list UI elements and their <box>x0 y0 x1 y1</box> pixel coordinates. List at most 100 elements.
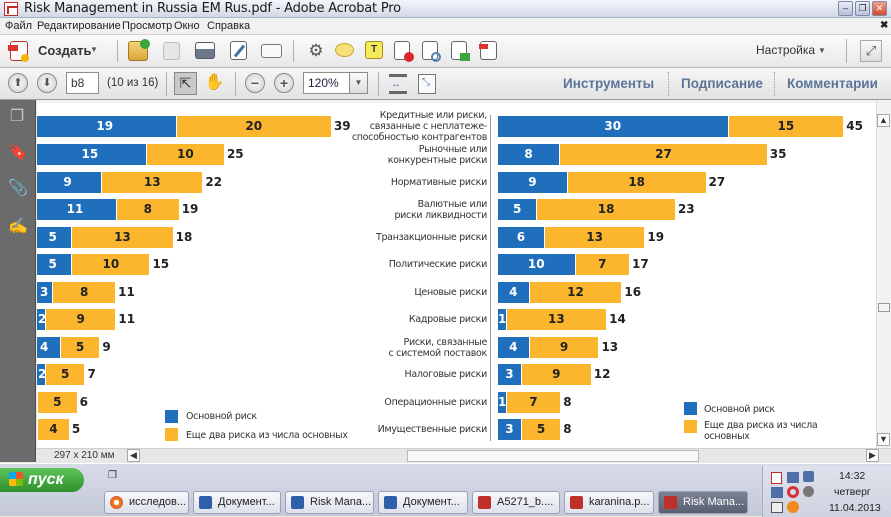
bar-total-label: 11 <box>118 312 136 326</box>
scroll-thumb[interactable] <box>878 303 890 312</box>
bar-value-label: 4 <box>509 340 518 354</box>
select-tool-button[interactable]: ⇱ <box>174 72 197 95</box>
bar-value-label: 8 <box>80 285 89 299</box>
attachment-icon[interactable]: 📎 <box>8 180 28 197</box>
save-icon[interactable] <box>163 42 180 60</box>
bar-value-label: 13 <box>114 230 131 244</box>
usb-device-icon[interactable] <box>771 502 783 513</box>
bar-secondary: 18 <box>537 199 675 220</box>
menu-file[interactable]: Файл <box>5 20 33 32</box>
taskbar-item[interactable]: Risk Mana... <box>658 491 748 514</box>
fullscreen-icon[interactable]: ⤢ <box>860 40 882 62</box>
taskbar-item[interactable]: Документ... <box>378 491 468 514</box>
pages-icon[interactable]: ❐ <box>9 108 25 125</box>
bar-value-label: 27 <box>655 147 672 161</box>
highlight-icon[interactable]: T <box>365 41 383 59</box>
edit-icon[interactable] <box>230 41 247 60</box>
network-disconnected-icon[interactable] <box>771 487 783 498</box>
toolbar-divider <box>235 72 236 96</box>
acrobat-tray-icon[interactable] <box>771 472 782 484</box>
hand-tool-button[interactable]: ✋ <box>203 72 226 95</box>
bar-value-label: 1 <box>498 312 507 326</box>
fit-page-button[interactable]: ⤡ <box>418 74 436 94</box>
bar-total-label: 12 <box>593 367 611 381</box>
horizontal-scroll-thumb[interactable] <box>407 450 699 462</box>
bar-primary: 10 <box>498 254 575 275</box>
taskbar-item[interactable]: Risk Mana... <box>285 491 374 514</box>
category-label-line: Операционные риски <box>384 397 487 408</box>
zoom-input[interactable]: 120% <box>303 72 350 94</box>
toolbar-divider <box>166 72 167 96</box>
delete-page-icon[interactable] <box>394 41 414 62</box>
create-button[interactable]: Создать ▼ <box>8 40 100 62</box>
minimize-icon[interactable]: – <box>838 1 853 16</box>
scroll-down-icon[interactable]: ▼ <box>877 433 890 446</box>
quicklaunch-restore-icon[interactable]: ❐ <box>108 470 117 481</box>
legend-label-secondary: Еще два риска из числа основных <box>186 430 348 441</box>
arrow-up-icon: ⬆ <box>13 77 23 89</box>
zoom-in-button[interactable]: + <box>274 73 294 93</box>
bar-value-label: 5 <box>536 422 546 436</box>
bar-primary: 9 <box>37 172 102 193</box>
scroll-up-icon[interactable]: ▲ <box>877 114 890 127</box>
sign-link[interactable]: Подписание <box>681 76 763 91</box>
settings-dropdown[interactable]: Настройка <box>756 43 816 57</box>
comments-link[interactable]: Комментарии <box>787 76 878 91</box>
volume-icon[interactable] <box>803 486 814 497</box>
acrobat-icon <box>4 2 18 16</box>
bar-value-label: 8 <box>524 147 533 161</box>
print-icon[interactable] <box>195 42 215 59</box>
bar-value-label: 13 <box>548 312 565 326</box>
category-label-line: Транзакционные риски <box>375 232 487 243</box>
menu-edit[interactable]: Редактирование <box>37 20 121 32</box>
fit-page-icon: ⤡ <box>422 77 430 88</box>
menu-help[interactable]: Справка <box>207 20 251 32</box>
bar-value-label: 19 <box>96 119 114 133</box>
category-label: Налоговые риски <box>337 369 488 380</box>
scroll-left-icon[interactable]: ◀ <box>127 449 140 462</box>
taskbar-item[interactable]: Документ... <box>193 491 281 514</box>
menu-window[interactable]: Окно <box>174 20 200 32</box>
comment-icon[interactable] <box>335 43 354 57</box>
fit-width-button[interactable]: ↔ <box>389 74 407 94</box>
export-icon[interactable] <box>451 41 470 61</box>
signature-icon[interactable]: ✍ <box>8 218 28 235</box>
page-number-input[interactable]: b8 <box>66 72 99 94</box>
left-stacked-bar-chart: 19 20 39 15 10 25 9 13 22 11 8 19 5 13 18 5 10 15 3 8 11 2 9 11… <box>37 100 367 448</box>
bar-primary: 2 <box>37 364 46 385</box>
network-disconnected-icon[interactable] <box>787 472 799 483</box>
bookmark-icon[interactable]: 🔖 <box>8 144 28 161</box>
email-icon[interactable] <box>261 44 282 58</box>
vertical-scrollbar[interactable]: ▲ ▼ <box>876 100 891 448</box>
wireless-icon[interactable] <box>803 471 814 482</box>
category-label-line: Политические риски <box>388 259 488 270</box>
restore-icon[interactable]: ❐ <box>855 1 870 16</box>
chevron-down-icon: ▼ <box>90 45 98 54</box>
bar-secondary: 4 <box>38 419 69 440</box>
zoom-dropdown-button[interactable]: ▼ <box>349 72 368 94</box>
previous-page-button[interactable]: ⬆ <box>8 73 28 93</box>
gear-icon[interactable]: ⚙ <box>308 41 324 60</box>
start-button[interactable]: пуск <box>0 468 84 492</box>
taskbar-item[interactable]: karanina.p... <box>564 491 654 514</box>
bar-value-label: 5 <box>512 202 522 216</box>
bar-total-label: 9 <box>102 340 111 354</box>
next-page-button[interactable]: ⬇ <box>37 73 57 93</box>
close-icon[interactable]: ✕ <box>872 1 887 16</box>
rotate-page-icon[interactable] <box>422 41 441 62</box>
antivirus-icon[interactable] <box>787 486 799 498</box>
update-icon[interactable] <box>787 501 799 513</box>
sign-icon[interactable] <box>479 41 497 60</box>
bar-value-label: 6 <box>516 230 526 244</box>
zoom-out-button[interactable]: − <box>245 73 265 93</box>
bar-value-label: 3 <box>505 422 514 436</box>
taskbar-item[interactable]: исследов... <box>104 491 189 514</box>
tools-link[interactable]: Инструменты <box>563 76 655 91</box>
scroll-right-icon[interactable]: ▶ <box>866 449 879 462</box>
menu-view[interactable]: Просмотр <box>122 20 173 32</box>
close-document-icon[interactable]: ✖ <box>880 20 889 31</box>
legend-swatch-secondary <box>684 420 697 433</box>
taskbar-item[interactable]: A5271_b.... <box>472 491 560 514</box>
open-icon[interactable] <box>128 39 150 61</box>
bar-total-label: 13 <box>601 340 619 354</box>
